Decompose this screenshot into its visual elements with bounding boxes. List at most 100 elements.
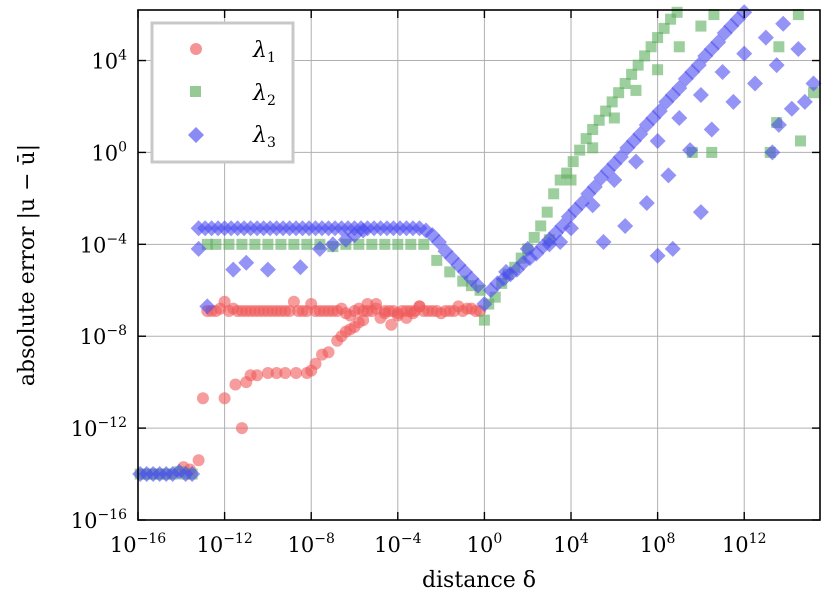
data-point-lambda2 [567,156,579,168]
data-point-lambda3 [617,217,634,234]
data-point-lambda3 [595,234,612,251]
data-point-lambda1 [235,422,248,435]
data-point-lambda2 [565,174,577,186]
data-point-lambda3 [498,263,515,280]
data-point-lambda3 [632,126,649,143]
data-point-lambda3 [790,41,807,58]
data-point-lambda1 [322,346,335,359]
data-point-lambda3 [225,261,242,278]
data-point-lambda2 [695,20,707,32]
data-point-lambda2 [236,238,248,250]
data-point-lambda3 [725,93,742,110]
data-point-lambda1 [192,454,205,467]
data-point-lambda2 [665,13,677,25]
data-point-lambda2 [201,238,213,250]
data-point-lambda3 [649,132,666,149]
data-point-lambda2 [608,112,620,124]
data-point-lambda2 [288,238,300,250]
y-tick-label: 10−12 [71,415,127,441]
data-point-lambda2 [275,238,287,250]
data-point-lambda1 [218,392,231,405]
data-point-lambda3 [649,247,666,264]
data-point-lambda3 [563,220,580,237]
data-point-lambda3 [584,197,601,214]
data-point-lambda2 [444,266,456,278]
data-point-lambda3 [638,194,655,211]
data-point-lambda3 [541,236,558,253]
data-point-lambda1 [357,314,370,327]
data-point-lambda2 [528,231,540,243]
data-point-lambda3 [184,466,201,483]
legend: λ1 λ2 λ3 [150,21,295,164]
data-point-lambda1 [309,357,322,370]
data-point-lambda2 [795,135,807,147]
data-point-lambda3 [199,298,216,315]
data-point-lambda2 [619,78,631,90]
data-point-lambda2 [574,144,586,156]
data-point-lambda2 [706,146,718,158]
plot-frame [137,9,821,521]
data-point-lambda2 [405,238,417,250]
data-point-lambda2 [773,41,785,53]
legend-label-lambda1: λ1 [252,38,276,66]
data-point-lambda1 [413,300,426,313]
data-point-lambda2 [262,238,274,250]
data-point-lambda2 [652,32,664,44]
data-point-lambda3 [519,240,536,257]
data-point-lambda2 [554,174,566,186]
data-point-lambda3 [805,75,822,92]
data-points [132,4,822,483]
data-point-lambda3 [552,234,569,251]
data-point-lambda1 [287,295,300,308]
data-point-lambda2 [606,96,618,108]
data-point-lambda2 [548,188,560,200]
legend-marker-lambda3 [188,127,204,143]
data-point-lambda3 [692,87,709,103]
legend-label-lambda3: λ3 [252,123,276,151]
data-point-lambda3 [775,15,792,32]
x-tick-label: 10−4 [374,531,421,557]
data-point-lambda3 [355,222,372,239]
data-point-lambda3 [703,121,720,138]
data-point-lambda3 [796,93,813,110]
data-point-lambda3 [747,75,764,92]
data-point-lambda2 [431,254,443,266]
data-point-lambda2 [645,41,657,53]
data-point-lambda3 [783,100,800,117]
data-point-lambda2 [561,167,573,179]
data-point-lambda3 [660,167,677,184]
data-point-lambda2 [223,238,235,250]
data-point-lambda2 [652,64,664,76]
y-tick-label: 100 [91,139,127,165]
data-point-lambda2 [708,9,720,21]
data-point-lambda1 [370,298,383,311]
data-point-lambda1 [361,298,374,311]
data-point-lambda2 [673,41,685,53]
data-point-lambda3 [729,11,746,28]
x-tick-label: 1012 [722,531,767,557]
data-point-lambda3 [324,236,341,253]
legend-marker-lambda2 [190,86,201,97]
legend-box [150,21,295,164]
data-point-lambda3 [764,144,781,161]
y-tick-label: 10−16 [71,507,127,533]
data-point-lambda2 [587,123,599,135]
data-point-lambda3 [469,277,486,294]
data-point-lambda2 [457,275,469,287]
data-point-lambda2 [379,238,391,250]
data-point-lambda3 [768,57,785,74]
data-point-lambda3 [682,142,699,159]
legend-label-lambda2: λ2 [252,81,276,109]
data-point-lambda3 [292,259,309,276]
data-point-lambda2 [630,84,642,96]
data-point-lambda3 [714,64,731,81]
axis-ticks [137,10,820,521]
data-point-lambda3 [606,172,623,188]
data-point-lambda2 [671,6,683,18]
data-point-lambda2 [366,238,378,250]
x-tick-label: 10−8 [288,531,335,557]
data-point-lambda2 [626,68,638,80]
data-point-lambda1 [290,366,303,379]
data-point-lambda2 [808,87,820,99]
data-point-lambda1 [270,366,283,379]
